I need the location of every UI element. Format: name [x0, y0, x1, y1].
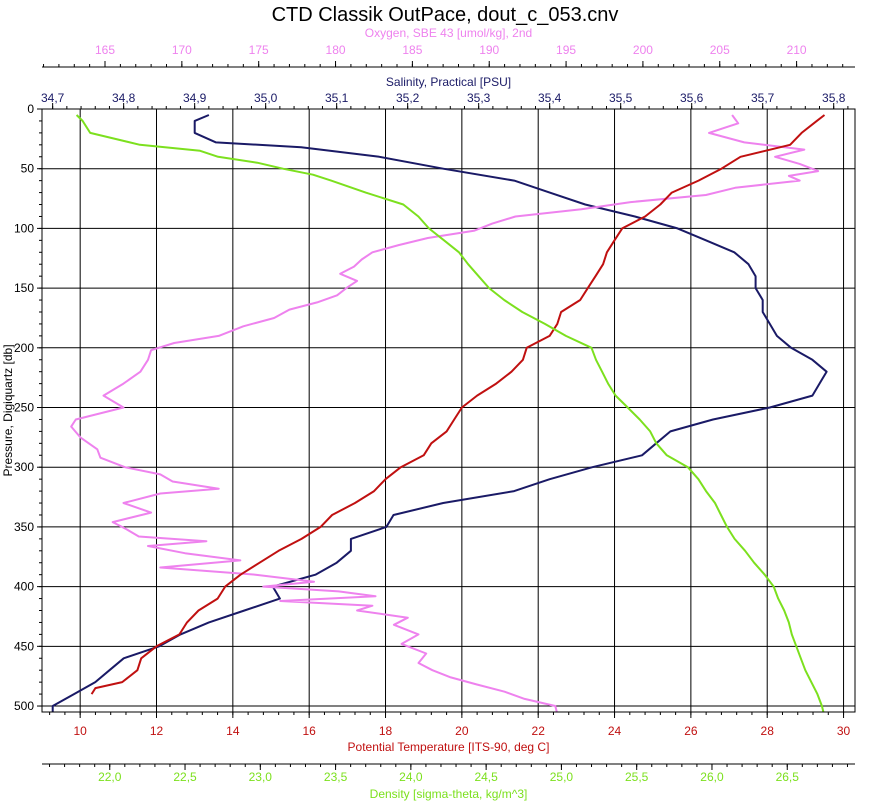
density-tick-label: 24,5: [474, 770, 498, 784]
oxygen-tick-label: 195: [556, 43, 576, 57]
density-tick-label: 22,0: [98, 770, 122, 784]
density-series-line: [75, 114, 825, 713]
salinity-tick-label: 35,1: [325, 91, 349, 105]
temperature-tick-label: 16: [303, 724, 317, 738]
oxygen-axis-label: Oxygen, SBE 43 [umol/kg], 2nd: [365, 26, 532, 40]
salinity-tick-label: 34,7: [41, 91, 65, 105]
y-tick-label: 400: [14, 580, 34, 594]
temperature-tick-label: 26: [684, 724, 698, 738]
density-tick-label: 23,5: [324, 770, 348, 784]
oxygen-tick-label: 180: [326, 43, 346, 57]
temperature-tick-label: 14: [226, 724, 240, 738]
salinity-axis-label: Salinity, Practical [PSU]: [386, 75, 511, 89]
salinity-tick-label: 35,7: [751, 91, 775, 105]
y-axis-label: Pressure, Digiquartz [db]: [1, 344, 15, 476]
temperature-series-line: [90, 114, 826, 695]
salinity-series-line: [51, 114, 828, 712]
temperature-tick-label: 22: [532, 724, 546, 738]
density-tick-label: 23,0: [249, 770, 273, 784]
temperature-tick-label: 12: [150, 724, 164, 738]
y-tick-label: 100: [14, 221, 34, 235]
salinity-tick-label: 34,8: [112, 91, 136, 105]
y-tick-label: 250: [14, 401, 34, 415]
temperature-tick-label: 10: [73, 724, 87, 738]
temperature-tick-label: 30: [837, 724, 851, 738]
temperature-tick-label: 24: [608, 724, 622, 738]
temperature-axis: 10 12 14 16 18 20 22 24 26 28 30 Potential Temperat…: [49, 712, 851, 754]
plot-frame: [41, 108, 856, 713]
y-tick-label: 500: [14, 699, 34, 713]
density-tick-label: 22,5: [173, 770, 197, 784]
oxygen-tick-label: 205: [710, 43, 730, 57]
oxygen-tick-label: 175: [249, 43, 269, 57]
density-axis: 22,0 22,5 23,0 23,5 24,0 24,5 25,0 25,5 26,0 26,5…: [42, 763, 855, 801]
oxygen-tick-label: 170: [172, 43, 192, 57]
density-tick-label: 24,0: [399, 770, 423, 784]
salinity-axis: 34,7 34,8 34,9 35,0 35,1 35,2 35,3 35,4 35,5 35,6…: [41, 75, 849, 109]
oxygen-tick-label: 200: [633, 43, 653, 57]
density-tick-label: 25,5: [625, 770, 649, 784]
series-layer: [51, 114, 828, 713]
y-tick-label: 200: [14, 341, 34, 355]
salinity-tick-label: 35,3: [467, 91, 491, 105]
oxygen-tick-label: 210: [787, 43, 807, 57]
oxygen-tick-label: 190: [479, 43, 499, 57]
oxygen-tick-label: 165: [95, 43, 115, 57]
salinity-tick-label: 35,4: [538, 91, 562, 105]
density-tick-label: 26,5: [776, 770, 800, 784]
oxygen-tick-label: 185: [402, 43, 422, 57]
salinity-tick-label: 35,6: [680, 91, 704, 105]
y-tick-label: 50: [21, 162, 35, 176]
y-tick-label: 350: [14, 520, 34, 534]
salinity-tick-label: 35,0: [254, 91, 278, 105]
temperature-tick-label: 28: [761, 724, 775, 738]
y-tick-label: 150: [14, 281, 34, 295]
density-tick-label: 25,0: [550, 770, 574, 784]
salinity-tick-label: 34,9: [183, 91, 207, 105]
density-axis-label: Density [sigma-theta, kg/m^3]: [370, 787, 528, 801]
oxygen-axis: 165 170 175 180 185 190 195 200 205 210 Oxygen, SB…: [42, 26, 855, 68]
temperature-axis-label: Potential Temperature [ITS-90, deg C]: [348, 740, 550, 754]
temperature-tick-label: 20: [455, 724, 469, 738]
salinity-tick-label: 35,2: [396, 91, 420, 105]
density-tick-label: 26,0: [700, 770, 724, 784]
temperature-tick-label: 18: [379, 724, 393, 738]
y-tick-label: 300: [14, 460, 34, 474]
oxygen-series-line: [70, 114, 820, 713]
salinity-tick-label: 35,5: [609, 91, 633, 105]
grid-layer: [42, 108, 855, 712]
chart-title: CTD Classik OutPace, dout_c_053.cnv: [272, 4, 619, 26]
y-tick-label: 0: [27, 102, 34, 116]
axes-layer: 0 50 100 150 200 250 300 350 400 450 500 Pressure, …: [1, 26, 855, 801]
salinity-tick-label: 35,8: [822, 91, 846, 105]
y-tick-label: 450: [14, 639, 34, 653]
